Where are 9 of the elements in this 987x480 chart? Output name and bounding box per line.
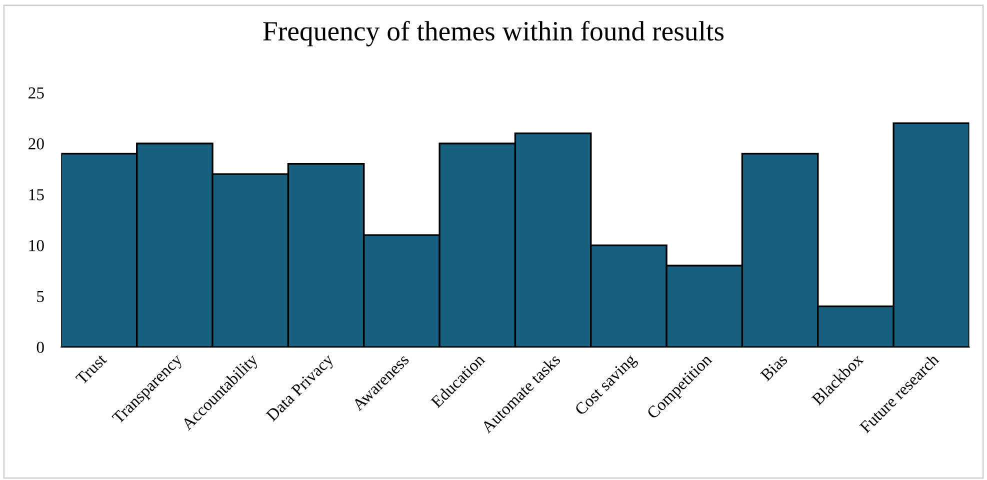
y-tick-label: 25 <box>28 87 44 99</box>
chart-title: Frequency of themes within found results <box>263 20 724 46</box>
y-tick-label: 10 <box>29 240 44 252</box>
x-tick-label: Trust <box>75 353 108 386</box>
y-tick-label: 5 <box>37 291 44 302</box>
y-tick-label: 20 <box>28 138 44 150</box>
y-tick-label: 15 <box>29 189 44 200</box>
y-tick-label: 0 <box>36 342 44 353</box>
x-tick-label: Bias <box>760 353 788 382</box>
